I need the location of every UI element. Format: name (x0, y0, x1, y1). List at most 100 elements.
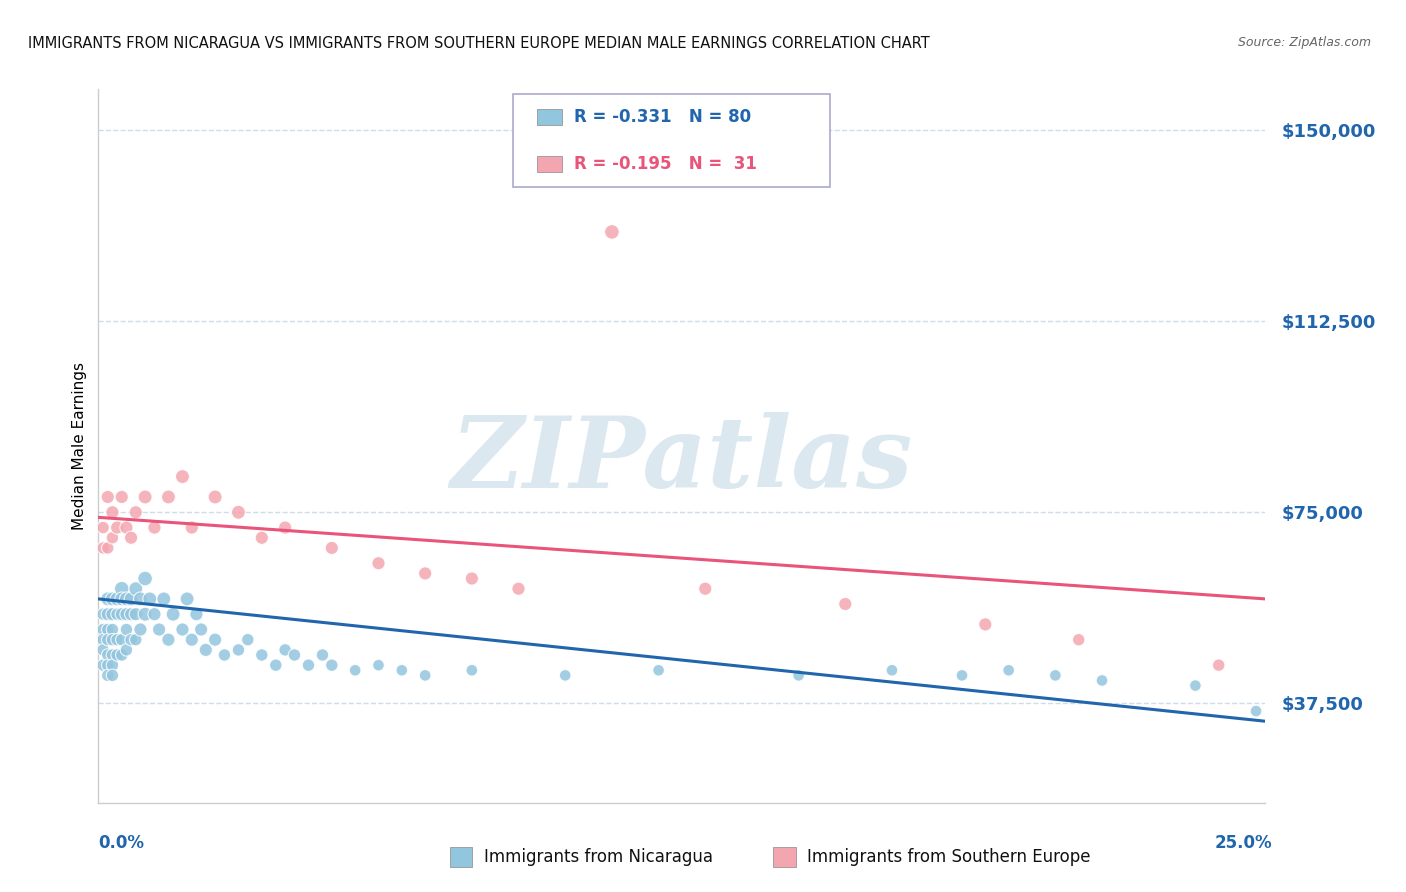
Point (97, 607, 120, 622)
Point (125, 607, 148, 622)
Text: IMMIGRANTS FROM NICARAGUA VS IMMIGRANTS FROM SOUTHERN EUROPE MEDIAN MALE EARNING: IMMIGRANTS FROM NICARAGUA VS IMMIGRANTS … (28, 36, 929, 51)
Point (105, 591, 128, 606)
Text: Immigrants from Southern Europe: Immigrants from Southern Europe (807, 848, 1091, 866)
Point (236, 632, 259, 647)
Point (311, 648, 333, 662)
Point (834, 597, 856, 611)
Point (129, 623, 152, 637)
Point (105, 520, 128, 534)
Point (321, 541, 343, 555)
Point (172, 469, 194, 483)
Point (1244, 704, 1267, 718)
Point (91, 520, 114, 534)
Text: R = -0.195   N =  31: R = -0.195 N = 31 (574, 155, 756, 173)
Text: ZIPatlas: ZIPatlas (451, 412, 912, 508)
Point (600, 225, 623, 239)
Point (176, 591, 198, 606)
Y-axis label: Median Male Earnings: Median Male Earnings (72, 362, 87, 530)
Point (190, 623, 212, 637)
Point (91, 623, 114, 637)
Point (461, 663, 484, 677)
Point (97, 668, 120, 682)
Point (115, 591, 138, 606)
Point (157, 632, 180, 647)
Point (97, 591, 120, 606)
Point (97, 648, 120, 662)
Point (880, 663, 903, 677)
Point (250, 648, 273, 662)
Point (101, 531, 124, 545)
Point (283, 648, 305, 662)
Point (111, 607, 134, 622)
Point (214, 648, 236, 662)
Text: Immigrants from Nicaragua: Immigrants from Nicaragua (484, 848, 713, 866)
Point (148, 623, 170, 637)
Point (1208, 658, 1230, 673)
Text: 25.0%: 25.0% (1215, 834, 1272, 852)
Point (321, 658, 343, 673)
Point (101, 623, 124, 637)
Point (997, 663, 1019, 677)
Point (105, 607, 128, 622)
Point (134, 572, 156, 586)
Point (111, 591, 134, 606)
Point (508, 582, 530, 596)
Point (787, 668, 810, 682)
Point (91, 632, 114, 647)
Point (111, 490, 134, 504)
Point (264, 658, 287, 673)
Point (180, 632, 202, 647)
Point (274, 520, 297, 534)
Point (101, 505, 124, 519)
Point (139, 591, 162, 606)
Point (115, 623, 138, 637)
Point (180, 520, 202, 534)
Point (204, 490, 226, 504)
Text: Source: ZipAtlas.com: Source: ZipAtlas.com (1237, 36, 1371, 49)
Point (974, 617, 997, 632)
Point (91, 658, 114, 673)
Point (125, 582, 148, 596)
Point (413, 566, 436, 581)
Point (367, 658, 389, 673)
Point (115, 607, 138, 622)
Point (134, 607, 156, 622)
Point (413, 668, 436, 682)
Point (157, 490, 180, 504)
Point (91, 607, 114, 622)
Point (97, 490, 120, 504)
Point (97, 632, 120, 647)
Point (367, 556, 389, 570)
Point (143, 520, 166, 534)
Point (97, 623, 120, 637)
Point (97, 658, 120, 673)
Point (91, 643, 114, 657)
Point (194, 643, 217, 657)
Point (391, 663, 413, 677)
Point (950, 668, 973, 682)
Point (120, 632, 142, 647)
Text: 0.0%: 0.0% (98, 834, 145, 852)
Point (91, 541, 114, 555)
Point (1045, 668, 1067, 682)
Point (111, 582, 134, 596)
Point (297, 658, 319, 673)
Text: R = -0.331   N = 80: R = -0.331 N = 80 (574, 108, 751, 126)
Point (129, 591, 152, 606)
Point (554, 668, 576, 682)
Point (111, 632, 134, 647)
Point (228, 505, 250, 519)
Point (250, 531, 273, 545)
Point (120, 531, 142, 545)
Point (125, 505, 148, 519)
Point (1184, 679, 1206, 693)
Point (162, 607, 184, 622)
Point (101, 607, 124, 622)
Point (111, 648, 134, 662)
Point (344, 663, 367, 677)
Point (120, 591, 142, 606)
Point (1067, 632, 1090, 647)
Point (105, 648, 128, 662)
Point (115, 643, 138, 657)
Point (115, 520, 138, 534)
